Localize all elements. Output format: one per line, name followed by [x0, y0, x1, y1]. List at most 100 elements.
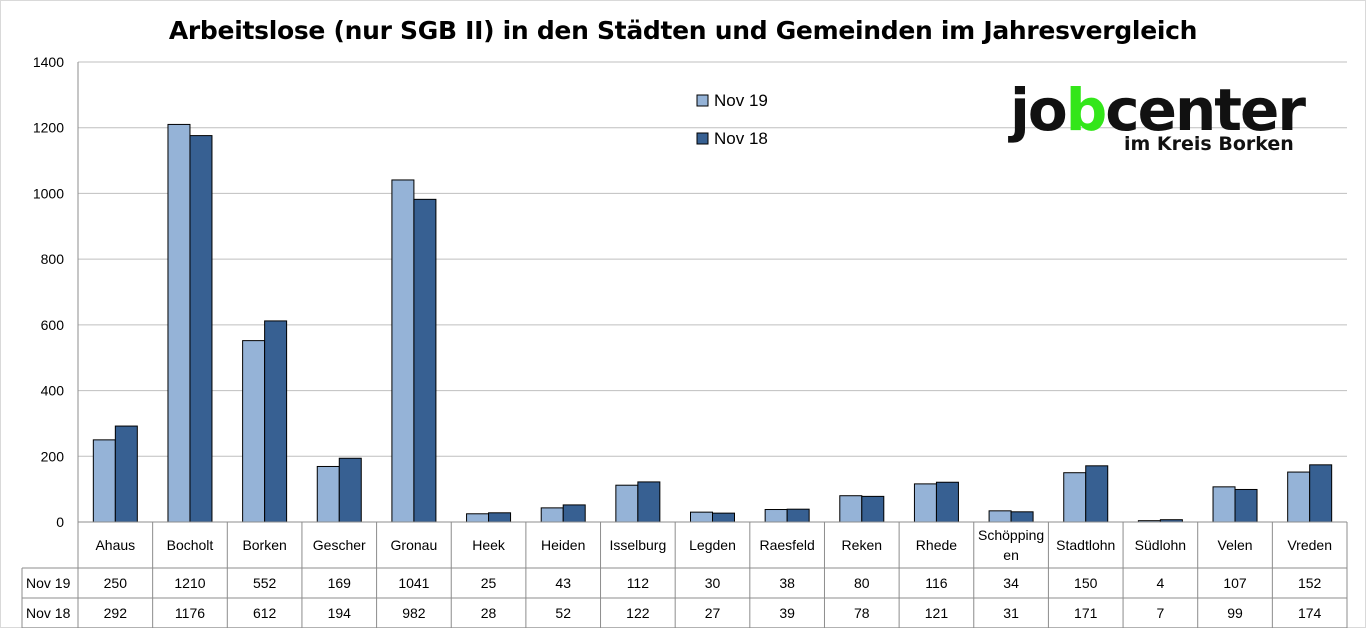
- category-label: Schöpping: [978, 527, 1044, 543]
- table-cell: 122: [626, 605, 650, 621]
- bar-nov-18-12: [1010, 511, 1034, 523]
- table-cell: 169: [328, 575, 352, 591]
- category-label: Reken: [842, 537, 882, 553]
- table-row-label: Nov 18: [26, 605, 71, 621]
- table-cell: 52: [555, 605, 571, 621]
- jobcenter-logo: jobcenter im Kreis Borken: [1010, 75, 1325, 165]
- bar-nov-19-12: [988, 510, 1012, 523]
- bar-nov-19-0: [92, 439, 116, 523]
- bar-nov-18-0: [114, 425, 138, 523]
- bar-nov-18-7: [637, 481, 661, 523]
- table-cell: 38: [779, 575, 795, 591]
- table-cell: 99: [1227, 605, 1243, 621]
- table-cell: 121: [925, 605, 949, 621]
- category-label: Legden: [689, 537, 736, 553]
- y-tick-label: 200: [41, 448, 65, 464]
- table-cell: 4: [1156, 575, 1164, 591]
- table-cell: 80: [854, 575, 870, 591]
- table-cell: 152: [1298, 575, 1322, 591]
- bar-nov-19-7: [615, 484, 639, 523]
- category-label: en: [1003, 547, 1019, 563]
- category-label: Stadtlohn: [1056, 537, 1115, 553]
- table-cell: 982: [402, 605, 426, 621]
- logo-text-b: b: [1065, 76, 1108, 144]
- bar-nov-19-9: [764, 509, 788, 523]
- table-cell: 292: [104, 605, 128, 621]
- y-tick-label: 1400: [33, 54, 64, 70]
- table-cell: 116: [925, 575, 948, 591]
- y-tick-label: 800: [41, 251, 65, 267]
- logo-subtitle: im Kreis Borken: [1124, 133, 1294, 155]
- table-cell: 194: [328, 605, 352, 621]
- legend-swatch: [696, 132, 709, 145]
- table-cell: 25: [481, 575, 497, 591]
- bar-nov-18-1: [189, 135, 213, 523]
- bar-nov-19-5: [466, 513, 490, 523]
- table-cell: 78: [854, 605, 870, 621]
- bar-nov-18-4: [413, 198, 437, 523]
- bar-nov-19-6: [540, 507, 564, 523]
- bar-nov-18-11: [935, 481, 959, 523]
- category-label: Gronau: [391, 537, 438, 553]
- table-cell: 1041: [398, 575, 429, 591]
- bar-nov-18-10: [861, 495, 885, 523]
- table-cell: 27: [705, 605, 721, 621]
- chart-title: Arbeitslose (nur SGB II) in den Städten …: [168, 16, 1198, 45]
- legend-label: Nov 18: [714, 129, 768, 148]
- bar-nov-19-10: [839, 495, 863, 523]
- bar-nov-18-16: [1309, 464, 1333, 523]
- bar-nov-18-2: [264, 320, 288, 523]
- table-cell: 43: [555, 575, 571, 591]
- bar-nov-18-9: [786, 508, 810, 523]
- table-cell: 171: [1074, 605, 1098, 621]
- table-cell: 250: [104, 575, 128, 591]
- category-label: Ahaus: [95, 537, 135, 553]
- category-label: Borken: [242, 537, 286, 553]
- bar-nov-18-6: [562, 504, 586, 523]
- category-label: Südlohn: [1135, 537, 1186, 553]
- table-cell: 107: [1223, 575, 1247, 591]
- bar-nov-19-16: [1287, 471, 1311, 523]
- category-label: Bocholt: [167, 537, 214, 553]
- y-tick-label: 1000: [33, 185, 64, 201]
- table-cell: 28: [481, 605, 497, 621]
- bar-nov-19-1: [167, 123, 191, 523]
- bar-nov-19-4: [391, 179, 415, 523]
- category-label: Raesfeld: [760, 537, 815, 553]
- y-tick-label: 0: [56, 514, 64, 530]
- bar-nov-18-13: [1085, 465, 1109, 523]
- table-cell: 612: [253, 605, 277, 621]
- table-cell: 30: [705, 575, 721, 591]
- category-label: Heek: [472, 537, 506, 553]
- category-label: Heiden: [541, 537, 585, 553]
- table-cell: 1176: [175, 605, 205, 621]
- table-cell: 1210: [174, 575, 205, 591]
- bar-nov-18-3: [338, 457, 362, 523]
- legend-label: Nov 19: [714, 91, 768, 110]
- table-cell: 150: [1074, 575, 1098, 591]
- bar-nov-18-15: [1234, 488, 1258, 523]
- table-cell: 34: [1003, 575, 1019, 591]
- table-cell: 174: [1298, 605, 1322, 621]
- category-label: Rhede: [916, 537, 957, 553]
- bar-nov-19-15: [1212, 486, 1236, 523]
- bar-nov-19-13: [1063, 472, 1087, 523]
- y-tick-label: 1200: [33, 120, 64, 136]
- legend-swatch: [696, 94, 709, 107]
- bar-nov-19-3: [316, 465, 340, 523]
- table-cell: 112: [627, 575, 650, 591]
- category-label: Velen: [1218, 537, 1253, 553]
- logo-text-center: center: [1105, 76, 1306, 144]
- y-tick-label: 600: [41, 317, 65, 333]
- bar-nov-18-8: [712, 512, 735, 523]
- category-label: Vreden: [1287, 537, 1332, 553]
- bar-nov-18-5: [488, 512, 512, 523]
- y-tick-label: 400: [41, 383, 65, 399]
- category-label: Isselburg: [609, 537, 666, 553]
- table-cell: 31: [1003, 605, 1019, 621]
- table-cell: 7: [1156, 605, 1164, 621]
- table-cell: 552: [253, 575, 277, 591]
- logo-text-jo: jo: [1010, 76, 1068, 144]
- table-cell: 39: [779, 605, 795, 621]
